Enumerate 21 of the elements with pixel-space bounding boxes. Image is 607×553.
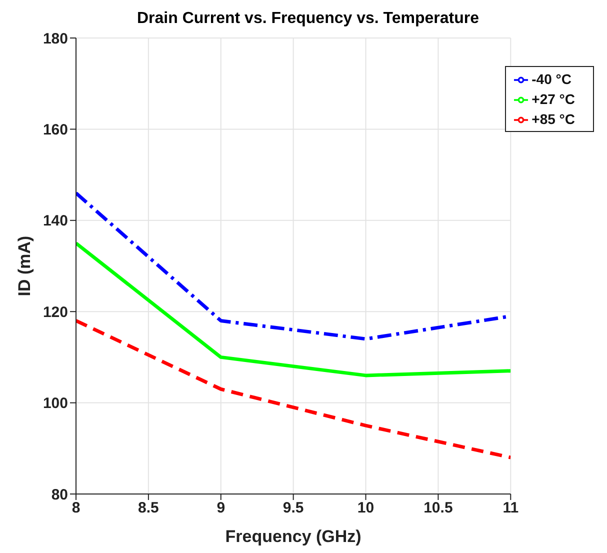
x-axis-title: Frequency (GHz) <box>225 527 362 546</box>
x-tick-label: 9.5 <box>282 500 304 517</box>
x-tick-label: 9 <box>216 500 226 517</box>
y-tick-label: 160 <box>42 122 68 139</box>
y-tick-label: 120 <box>42 304 68 321</box>
y-tick-label: 100 <box>42 395 68 412</box>
x-tick-label: 10 <box>357 500 374 517</box>
legend-label: -40 °C <box>532 71 572 87</box>
x-tick-label: 11 <box>502 500 519 517</box>
legend-label: +27 °C <box>532 91 575 107</box>
x-tick-label: 8.5 <box>138 500 159 517</box>
line-series <box>76 318 511 460</box>
y-tick-label: 140 <box>42 212 68 230</box>
x-tick-label: 8 <box>72 500 80 517</box>
y-tick-label: 80 <box>51 486 68 504</box>
y-tick-label: 180 <box>42 30 68 48</box>
x-tick-label: 10.5 <box>424 500 453 517</box>
legend-label: +85 °C <box>532 111 575 127</box>
y-axis-title: ID (mA) <box>15 236 34 296</box>
line-series <box>76 241 511 378</box>
chart-title: Drain Current vs. Frequency vs. Temperature <box>136 9 480 29</box>
